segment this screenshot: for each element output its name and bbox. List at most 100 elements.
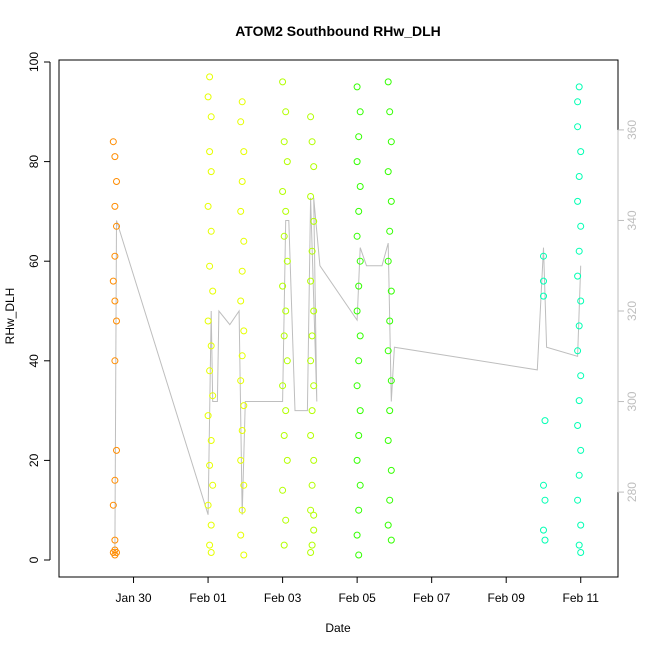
data-point [574, 123, 582, 131]
data-point [353, 158, 361, 166]
data-point [237, 118, 245, 126]
data-point [206, 73, 214, 81]
data-point [307, 432, 315, 439]
x-tick-label: Feb 09 [488, 591, 526, 605]
data-point [204, 317, 212, 325]
data-point [280, 432, 288, 439]
data-point [356, 183, 364, 190]
data-point [111, 252, 119, 260]
data-point [353, 232, 361, 240]
data-point [575, 247, 583, 255]
y-tick-label: 100 [27, 52, 41, 72]
data-point [113, 317, 120, 325]
data-point [307, 506, 315, 514]
data-point [283, 257, 291, 265]
data-point [356, 332, 364, 340]
data-point [541, 496, 549, 504]
data-point [541, 536, 549, 544]
data-point [384, 521, 392, 529]
secondary-tick-label: 300 [625, 391, 639, 411]
secondary-tick-label: 320 [625, 301, 639, 321]
data-point [238, 427, 246, 434]
data-point [238, 506, 246, 514]
data-point [540, 526, 547, 534]
data-point [540, 292, 547, 300]
data-point [541, 417, 549, 425]
data-point [540, 277, 547, 285]
data-point [237, 456, 245, 464]
y-tick-label: 40 [27, 354, 41, 368]
data-point [574, 422, 582, 429]
data-point [238, 352, 246, 360]
chart-title: ATOM2 Southbound RHw_DLH [235, 23, 441, 39]
data-point [387, 377, 395, 385]
x-tick-label: Feb 11 [562, 591, 599, 605]
data-point [310, 526, 318, 534]
y-tick-label: 60 [27, 254, 41, 268]
x-axis-title: Date [325, 621, 351, 635]
data-point [574, 98, 582, 106]
data-point [307, 357, 315, 365]
data-point [575, 322, 583, 330]
data-point [109, 277, 117, 285]
data-point [207, 549, 215, 556]
data-point [384, 168, 392, 176]
data-point [310, 382, 318, 390]
data-point [237, 377, 245, 385]
data-point [387, 536, 395, 544]
data-point [113, 178, 120, 185]
data-point [577, 521, 585, 529]
data-point [355, 506, 363, 514]
y-tick-label: 0 [27, 556, 41, 563]
data-point [279, 486, 287, 494]
data-point [207, 113, 215, 121]
y-axis: 0 20 40 60 80 100 [27, 52, 51, 563]
data-point [206, 262, 214, 270]
data-point [111, 202, 119, 210]
data-point [355, 282, 363, 290]
data-point [240, 402, 248, 410]
data-point [111, 153, 119, 161]
data-point [204, 412, 212, 420]
data-point [353, 307, 361, 315]
data-point [575, 471, 583, 479]
y-tick-label: 80 [27, 155, 41, 169]
data-point [282, 108, 290, 116]
data-point [384, 257, 392, 265]
data-point [206, 541, 214, 549]
data-point [308, 247, 316, 255]
data-point [574, 496, 582, 504]
plot-frame [58, 59, 619, 578]
data-point [355, 357, 363, 365]
data-point [204, 501, 212, 509]
data-point [308, 407, 316, 415]
x-tick-label: Feb 01 [189, 591, 227, 605]
data-point [384, 78, 392, 86]
data-point [355, 551, 363, 559]
data-point [577, 372, 585, 380]
data-point [240, 237, 248, 245]
data-point [282, 207, 290, 215]
data-point [540, 252, 547, 260]
data-point [356, 257, 364, 265]
data-point [283, 357, 291, 365]
data-point [238, 98, 246, 106]
secondary-y-axis: 280 300 320 340 360 [617, 120, 639, 502]
data-point [574, 272, 582, 280]
data-point [206, 148, 214, 156]
data-point [204, 202, 212, 210]
secondary-tick-label: 360 [625, 120, 639, 140]
data-point [240, 148, 248, 156]
data-point [386, 496, 394, 504]
data-point [207, 437, 215, 444]
data-point [113, 446, 120, 454]
data-point [308, 541, 316, 549]
data-point [355, 432, 363, 439]
data-point [109, 138, 117, 146]
data-point [310, 217, 318, 225]
data-point [307, 113, 315, 121]
data-point [575, 397, 583, 405]
data-point [307, 549, 315, 556]
data-point [280, 138, 288, 146]
